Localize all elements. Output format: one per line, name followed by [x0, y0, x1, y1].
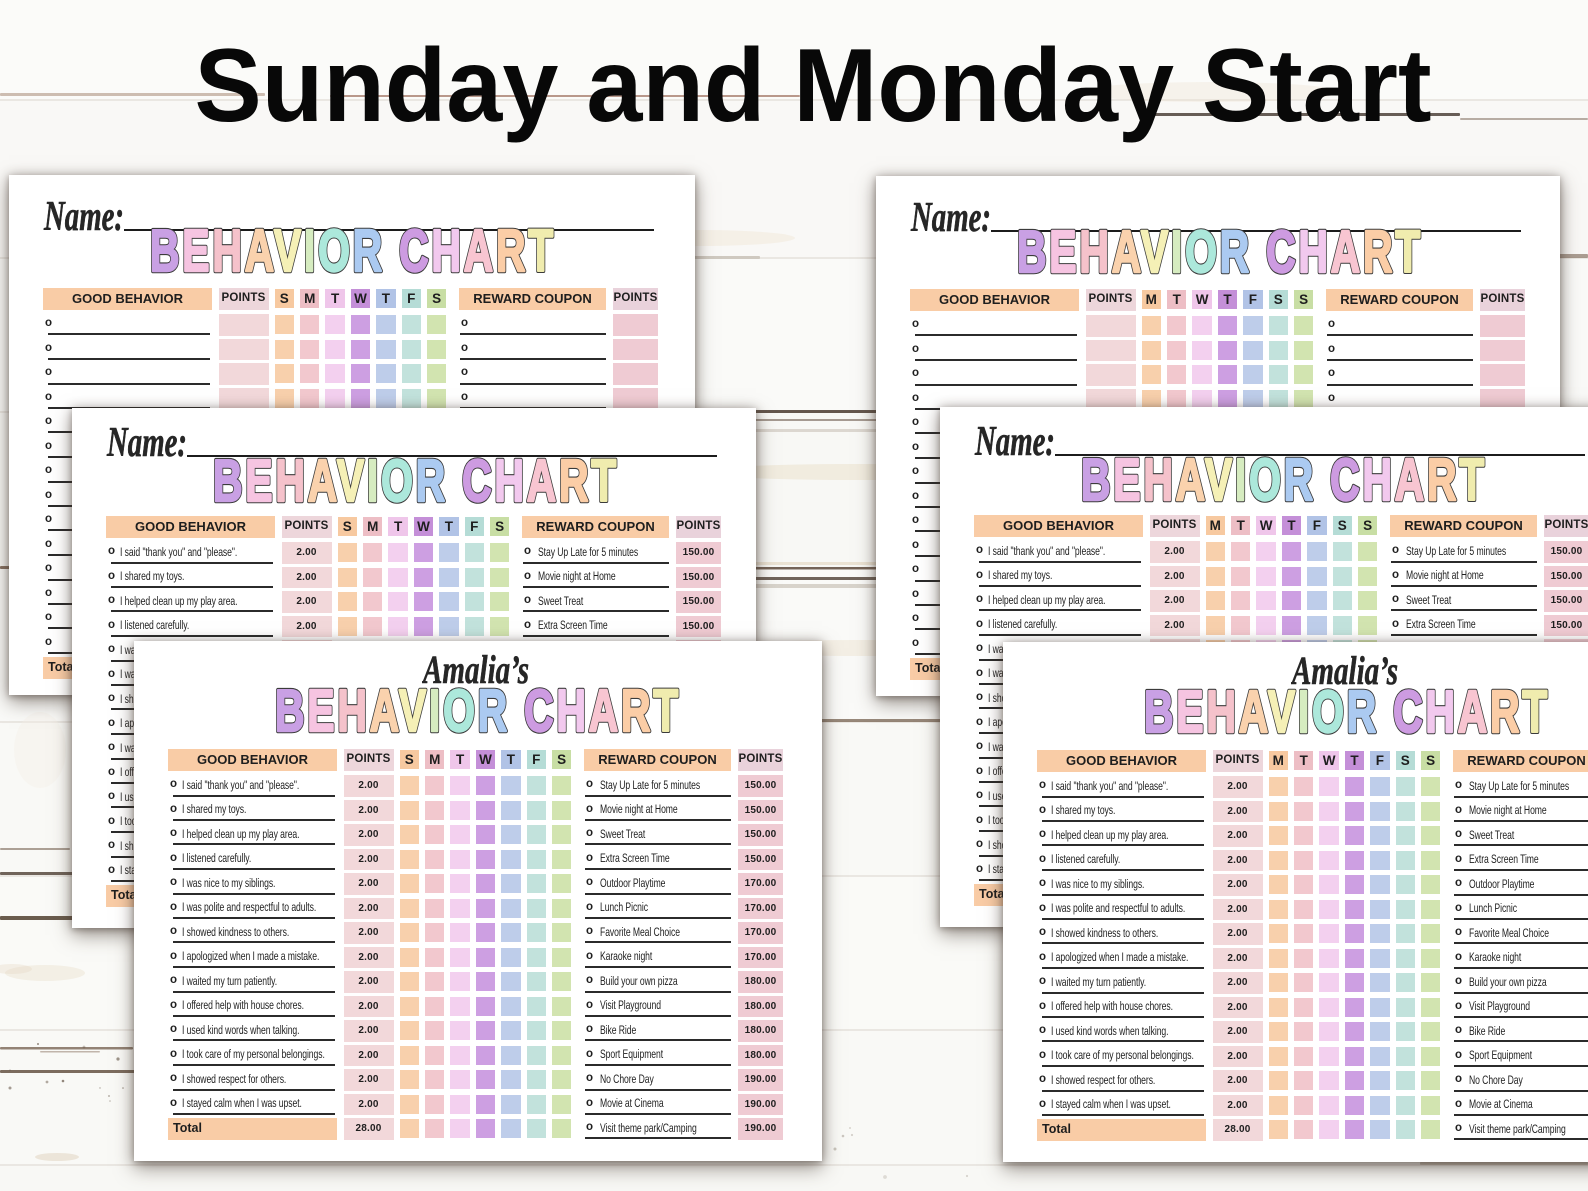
svg-text:BEHAVIOR CHART: BEHAVIOR CHART — [1081, 453, 1487, 513]
svg-text:Sunday and Monday Start: Sunday and Monday Start — [195, 28, 1432, 144]
svg-text:Name:: Name: — [106, 422, 187, 466]
svg-text:Amalia’s: Amalia’s — [422, 648, 529, 690]
svg-text:BEHAVIOR CHART: BEHAVIOR CHART — [150, 224, 556, 284]
svg-text:BEHAVIOR CHART: BEHAVIOR CHART — [150, 224, 556, 284]
svg-text:BEHAVIOR CHART: BEHAVIOR CHART — [1081, 453, 1487, 513]
svg-text:BEHAVIOR CHART: BEHAVIOR CHART — [213, 454, 619, 514]
svg-text:BEHAVIOR CHART: BEHAVIOR CHART — [213, 454, 619, 514]
svg-text:BEHAVIOR CHART: BEHAVIOR CHART — [150, 224, 556, 284]
svg-text:BEHAVIOR CHART: BEHAVIOR CHART — [275, 684, 681, 744]
svg-text:BEHAVIOR CHART: BEHAVIOR CHART — [1017, 225, 1423, 285]
svg-text:BEHAVIOR CHART: BEHAVIOR CHART — [275, 684, 681, 744]
svg-text:Name:: Name: — [910, 197, 991, 241]
svg-text:BEHAVIOR CHART: BEHAVIOR CHART — [1144, 685, 1550, 745]
svg-text:BEHAVIOR CHART: BEHAVIOR CHART — [1017, 225, 1423, 285]
svg-text:Name:: Name: — [43, 196, 124, 240]
svg-text:BEHAVIOR CHART: BEHAVIOR CHART — [1144, 685, 1550, 745]
svg-text:BEHAVIOR CHART: BEHAVIOR CHART — [1081, 453, 1487, 513]
svg-text:BEHAVIOR CHART: BEHAVIOR CHART — [1017, 225, 1423, 285]
svg-text:BEHAVIOR CHART: BEHAVIOR CHART — [213, 454, 619, 514]
svg-text:BEHAVIOR CHART: BEHAVIOR CHART — [1144, 685, 1550, 745]
svg-text:BEHAVIOR CHART: BEHAVIOR CHART — [275, 684, 681, 744]
svg-text:Name:: Name: — [974, 421, 1055, 465]
svg-text:Amalia’s: Amalia’s — [1291, 649, 1398, 691]
